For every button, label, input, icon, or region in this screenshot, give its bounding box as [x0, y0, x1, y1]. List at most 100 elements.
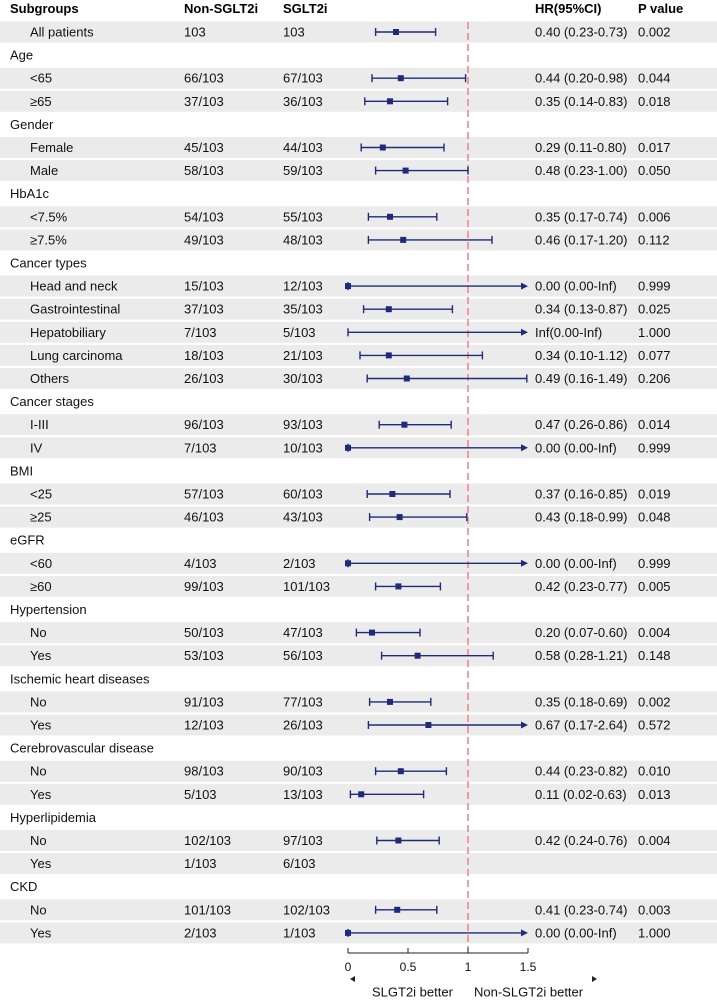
hr-ci-text: 0.41 (0.23-0.74) — [535, 902, 628, 917]
non-sglt2i-count: 1/103 — [184, 856, 217, 871]
p-value-text: 1.000 — [638, 925, 671, 940]
row-stripe — [0, 483, 717, 505]
subgroup-label: Male — [30, 163, 58, 178]
hr-ci-text: 0.44 (0.23-0.82) — [535, 764, 628, 779]
hr-ci-text: 0.20 (0.07-0.60) — [535, 625, 628, 640]
hr-point — [345, 929, 351, 936]
subgroup-label: Lung carcinoma — [30, 348, 123, 363]
hr-point — [394, 906, 401, 913]
sglt2i-count: 102/103 — [283, 902, 330, 917]
non-sglt2i-count: 99/103 — [184, 579, 224, 594]
p-value-text: 0.002 — [638, 25, 671, 40]
sglt2i-count: 12/103 — [283, 279, 323, 294]
p-value-text: 0.999 — [638, 556, 671, 571]
subgroup-label: Yes — [30, 925, 52, 940]
subgroup-label: No — [30, 833, 47, 848]
non-sglt2i-count: 54/103 — [184, 209, 224, 224]
right-direction-arrow — [592, 976, 597, 982]
sglt2i-count: 48/103 — [283, 232, 323, 247]
subgroup-label: ≥7.5% — [30, 232, 67, 247]
row-stripe — [0, 714, 717, 736]
sglt2i-count: 55/103 — [283, 209, 323, 224]
non-sglt2i-count: 37/103 — [184, 94, 224, 109]
header-hr: HR(95%CI) — [535, 1, 601, 16]
non-sglt2i-count: 15/103 — [184, 279, 224, 294]
group-label: HbA1c — [10, 186, 50, 201]
sglt2i-count: 67/103 — [283, 71, 323, 86]
ci-arrow-right — [521, 444, 528, 452]
group-label: Cancer stages — [10, 394, 94, 409]
hr-point — [387, 213, 393, 220]
hr-point — [369, 629, 375, 636]
subgroup-label: No — [30, 902, 47, 917]
non-sglt2i-count: 4/103 — [184, 556, 217, 571]
non-sglt2i-count: 26/103 — [184, 371, 224, 386]
row-stripe — [0, 368, 717, 389]
sglt2i-count: 35/103 — [283, 302, 323, 317]
row-stripe — [0, 206, 717, 228]
forest-marks — [345, 28, 528, 937]
p-value-text: 0.013 — [638, 787, 671, 802]
header-non-sglt2i: Non-SGLT2i — [184, 1, 258, 16]
hr-point — [397, 768, 404, 775]
p-value-text: 0.112 — [638, 232, 670, 247]
subgroup-label: No — [30, 625, 47, 640]
ci-arrow-right — [521, 559, 528, 567]
p-value-text: 0.206 — [638, 371, 671, 386]
non-sglt2i-count: 46/103 — [184, 510, 224, 525]
subgroup-label: Gastrointestinal — [30, 302, 120, 317]
hr-ci-text: 0.46 (0.17-1.20) — [535, 232, 628, 247]
non-sglt2i-count: 53/103 — [184, 648, 224, 663]
hr-ci-text: 0.35 (0.14-0.83) — [535, 94, 628, 109]
p-value-text: 0.003 — [638, 902, 671, 917]
x-tick-label: 0 — [345, 960, 352, 974]
p-value-text: 0.014 — [638, 417, 671, 432]
sglt2i-count: 6/103 — [283, 856, 316, 871]
sglt2i-count: 2/103 — [283, 556, 316, 571]
x-tick-label: 1.5 — [520, 960, 537, 974]
x-tick-label: 0.5 — [400, 960, 417, 974]
subgroup-label: ≥65 — [30, 94, 52, 109]
hr-ci-text: 0.00 (0.00-Inf) — [535, 440, 617, 455]
hr-point — [425, 722, 432, 728]
hr-point — [358, 791, 365, 798]
hr-ci-text: 0.00 (0.00-Inf) — [535, 279, 617, 294]
subgroup-label: Head and neck — [30, 279, 118, 294]
hr-point — [385, 306, 392, 313]
subgroup-label: Others — [30, 371, 70, 386]
subgroup-label: IV — [30, 440, 43, 455]
x-tick-label: 1 — [465, 960, 472, 974]
subgroup-label: All patients — [30, 25, 94, 40]
non-sglt2i-count: 66/103 — [184, 71, 224, 86]
row-stripe — [0, 645, 717, 667]
subgroup-label: Hepatobiliary — [30, 325, 106, 340]
hr-point — [395, 583, 402, 590]
hr-ci-text: 0.11 (0.02-0.63) — [535, 787, 627, 802]
sglt2i-count: 101/103 — [283, 579, 330, 594]
group-label: Hyperlipidemia — [10, 810, 97, 825]
row-stripe — [0, 691, 717, 713]
p-value-text: 0.010 — [638, 764, 671, 779]
table-rows: All patients 103 103 0.40 (0.23-0.73) 0.002 A… — [10, 25, 671, 941]
hr-point — [389, 491, 396, 497]
p-value-text: 0.048 — [638, 510, 671, 525]
hr-ci-text: Inf(0.00-Inf) — [535, 325, 602, 340]
hr-ci-text: 0.49 (0.16-1.49) — [535, 371, 628, 386]
hr-ci-text: 0.00 (0.00-Inf) — [535, 925, 617, 940]
p-value-text: 0.002 — [638, 694, 671, 709]
row-stripe — [0, 760, 717, 782]
row-stripe — [0, 853, 717, 875]
row-stripe — [0, 67, 717, 89]
sglt2i-count: 103 — [283, 25, 305, 40]
non-sglt2i-count: 5/103 — [184, 787, 217, 802]
hr-point — [393, 29, 399, 35]
row-stripe — [0, 298, 717, 320]
p-value-text: 0.019 — [638, 487, 671, 502]
row-stripe — [0, 21, 717, 43]
non-sglt2i-count: 91/103 — [184, 694, 224, 709]
subgroup-label: <60 — [30, 556, 52, 571]
row-stripe — [0, 137, 717, 158]
ci-arrow-right — [521, 721, 528, 729]
p-value-text: 1.000 — [638, 325, 671, 340]
p-value-text: 0.572 — [638, 718, 671, 733]
